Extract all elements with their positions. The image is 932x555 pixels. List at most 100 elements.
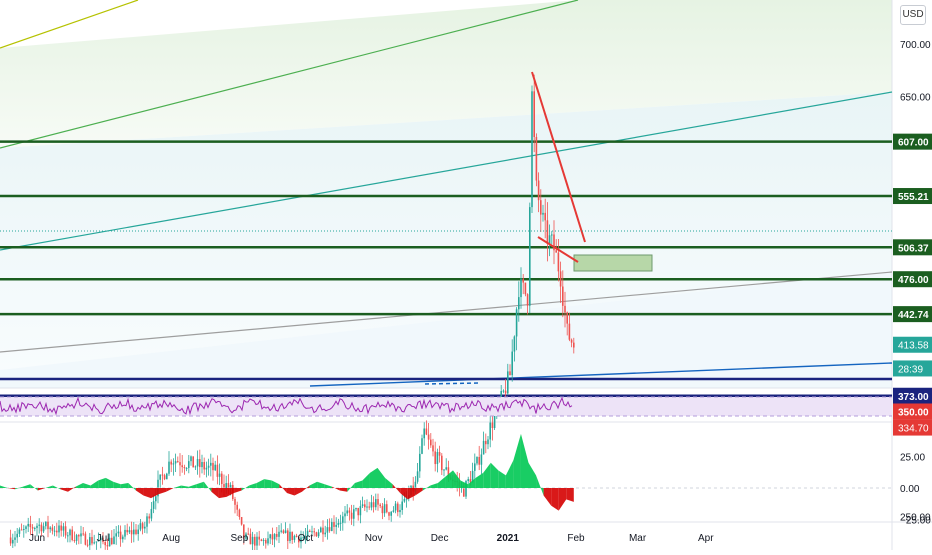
candle-body [485,440,487,445]
level-tag-bg-2 [893,239,932,256]
candle-body [414,481,417,492]
candle-body [115,533,117,537]
osc-segment [445,470,453,488]
osc-segment [475,472,484,488]
osc-segment [271,480,280,488]
candle-body [80,533,82,537]
target-zone-box [573,254,653,272]
time-label-5: Nov [365,533,383,544]
price-tag-bg-2 [893,419,932,436]
candle-body [537,180,540,201]
candle-body [185,467,188,469]
candle-body [229,484,232,489]
candle-body [225,483,227,489]
price-tags-layer: 607.00 555.21 506.37 476.00 442.74 373.00 350.… [893,133,932,436]
candle-body [212,462,214,471]
candle-body [223,484,225,489]
level-tag-7: 350.00 [898,408,929,419]
trendline-blue [309,362,893,387]
osc-segment [317,481,325,488]
candle-body [240,516,243,525]
candle-body [375,499,377,508]
osc-segment [498,470,506,488]
currency-button[interactable]: USD [900,5,926,25]
candle-body [300,537,302,543]
dashed-marker-line [424,382,479,385]
candle-body [238,509,241,517]
candle-body [97,540,100,542]
level-tag-bg-7 [893,403,932,420]
candle-body [553,234,555,251]
osc-segment [362,472,370,488]
osc-segment [453,470,461,488]
candle-body [445,467,447,470]
candle-body [557,252,560,272]
channel-fill-upper [0,0,892,148]
candle-body [177,461,179,463]
osc-segment [67,486,76,492]
osc-segment [460,480,469,488]
candle-body [196,459,199,467]
level-tag-bg-4 [893,306,932,323]
candle-body [25,526,27,529]
candle-body [531,91,533,208]
candle-body [192,456,194,468]
candle-body [298,536,300,543]
candle-body [282,530,285,533]
osc-segment [528,462,537,488]
candle-body [234,499,236,505]
osc-segment [256,479,265,488]
time-label-8: Feb [567,533,585,544]
candle-body [73,540,76,542]
candle-body [236,504,238,510]
time-label-2: Aug [162,533,180,544]
candle-body [377,499,379,505]
candle-body [487,439,489,445]
candle-body [60,525,62,531]
candle-body [23,528,25,530]
candle-body [320,527,322,533]
candle-body [524,282,527,295]
osc-segment [407,488,416,500]
candle-body [119,531,122,540]
candle-body [370,502,373,508]
candle-body [221,473,223,485]
candle-body [562,286,564,306]
price-tick-1: 650.00 [900,93,931,104]
candle-body [113,536,115,545]
osc-tick-1: 25.00 [900,453,925,464]
candle-body [168,461,170,474]
candle-body [135,529,137,535]
candle-body [280,530,282,532]
candle-body [146,516,148,527]
osc-segment [105,477,114,488]
osc-segment [513,433,521,488]
candle-body [227,483,230,489]
candle-body [463,485,465,497]
candle-body [403,498,406,502]
osc-segment [241,485,250,491]
candle-body [372,502,375,508]
candle-body [148,516,150,519]
osc-segment [392,484,401,494]
osc-segment [543,488,552,506]
candle-body [326,527,329,533]
candle-body [430,439,432,446]
osc-segment [430,482,438,488]
candle-body [368,506,370,508]
osc-segment [135,488,144,496]
candle-body [84,533,87,545]
candle-body [520,278,522,298]
candle-body [82,533,84,535]
osc-segment [369,467,378,488]
candle-body [262,539,265,541]
candle-body [117,531,120,534]
osc-segment [354,480,363,488]
candle-body [170,461,172,465]
candle-body [126,529,128,533]
candle-body [271,534,274,540]
candle-body [124,529,126,537]
candle-body [58,525,60,533]
candle-body [443,469,445,471]
